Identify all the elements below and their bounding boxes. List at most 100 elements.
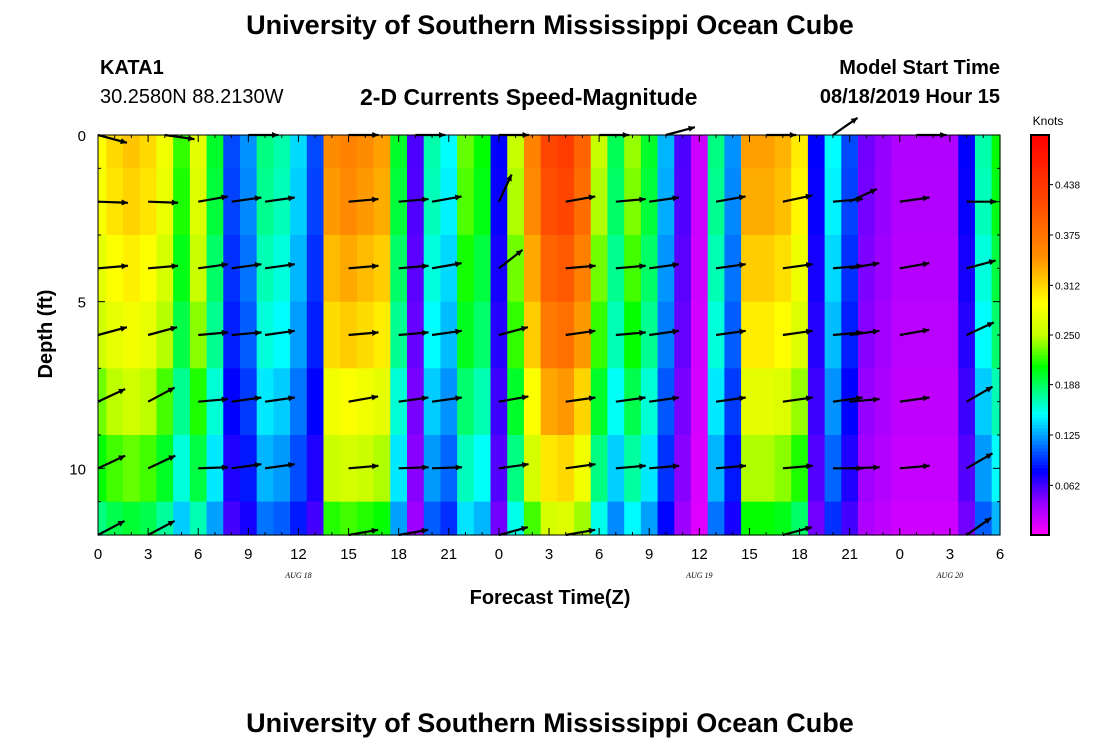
- heatmap-cell: [941, 435, 959, 503]
- current-arrow: [398, 527, 429, 537]
- colorbar-swatch: [1031, 228, 1049, 233]
- heatmap-cell: [624, 435, 642, 503]
- x-tick-label: 3: [144, 546, 152, 563]
- heatmap-cell: [490, 135, 508, 169]
- heatmap-cell: [123, 435, 141, 503]
- heatmap-cell: [707, 501, 725, 536]
- heatmap-cell: [440, 501, 458, 536]
- heatmap-cell: [473, 435, 492, 503]
- heatmap-cell: [306, 168, 325, 236]
- current-arrow: [348, 463, 379, 470]
- x-tick-label: 3: [545, 546, 553, 563]
- heatmap-cell: [958, 135, 976, 169]
- current-arrow: [899, 463, 930, 470]
- current-arrow: [832, 116, 859, 136]
- heatmap-cell: [858, 168, 876, 236]
- x-axis-label: Forecast Time(Z): [470, 587, 631, 609]
- heatmap-cell: [874, 168, 893, 236]
- current-arrow: [231, 195, 262, 203]
- heatmap-cell: [858, 368, 876, 436]
- current-arrow: [966, 198, 997, 205]
- heatmap-cell: [974, 301, 993, 369]
- heatmap-cell: [540, 168, 558, 236]
- heatmap-cell: [139, 135, 158, 169]
- heatmap-cell: [791, 501, 809, 536]
- colorbar-swatch: [1031, 341, 1049, 346]
- colorbar-swatch: [1031, 455, 1049, 459]
- heatmap-cell: [457, 135, 475, 169]
- heatmap-cell: [407, 501, 425, 536]
- heatmap-cell: [674, 235, 692, 303]
- current-arrow: [431, 261, 462, 270]
- heatmap-cell: [206, 168, 224, 236]
- current-arrow: [231, 462, 262, 470]
- current-arrow: [615, 329, 646, 337]
- colorbar-tick-label: 0.375: [1055, 231, 1080, 242]
- heatmap-cell: [590, 135, 609, 169]
- heatmap-cell: [924, 168, 943, 236]
- heatmap-cell: [523, 135, 542, 169]
- heatmap-cell: [306, 435, 325, 503]
- colorbar-swatch: [1031, 311, 1049, 316]
- heatmap-cell: [440, 168, 458, 236]
- colorbar-swatch: [1031, 175, 1049, 179]
- heatmap-cell: [106, 501, 124, 536]
- current-arrow: [498, 325, 529, 337]
- x-tick-label: 21: [841, 546, 858, 563]
- colorbar-swatch: [1031, 185, 1049, 189]
- heatmap-cell: [323, 301, 341, 369]
- current-arrow: [899, 327, 930, 337]
- heatmap-cell: [473, 301, 492, 369]
- colorbar-swatch: [1031, 395, 1049, 399]
- colorbar-swatch: [1031, 515, 1049, 519]
- x-tick-label: 18: [791, 546, 808, 563]
- model-start-label: Model Start Time: [839, 57, 1000, 79]
- current-arrow: [398, 395, 429, 403]
- x-axis: 0 3 6 9 12 15 18 21 0 3 6 9 12 15 18 21 0 3 6 AUG 18 AUG 19 A…: [94, 135, 1004, 580]
- heatmap-cell: [139, 501, 158, 536]
- heatmap-cell: [908, 135, 926, 169]
- heatmap-cell: [256, 135, 274, 169]
- colorbar-swatch: [1031, 321, 1049, 326]
- colorbar-swatch: [1031, 335, 1049, 339]
- heatmap-cell: [974, 435, 993, 503]
- heatmap-cell: [858, 301, 876, 369]
- heatmap-cell: [173, 501, 191, 536]
- heatmap-cell: [507, 501, 525, 536]
- heatmap-cell: [540, 235, 558, 303]
- heatmap-cell: [390, 135, 408, 169]
- heatmap-cell: [457, 501, 475, 536]
- heatmap-cell: [741, 368, 759, 436]
- heatmap-cell: [741, 135, 759, 169]
- colorbar-swatch: [1031, 315, 1049, 319]
- current-arrow: [148, 199, 179, 206]
- current-arrow: [715, 328, 746, 337]
- heatmap-cell: [457, 168, 475, 236]
- colorbar-swatch: [1031, 498, 1049, 503]
- heatmap-cell: [98, 501, 107, 536]
- heatmap-cell: [974, 368, 993, 436]
- heatmap-cell: [273, 135, 291, 169]
- colorbar-swatch: [1031, 191, 1049, 196]
- heatmap-cell: [290, 301, 308, 369]
- heatmap-cell: [239, 235, 258, 303]
- heatmap-cell: [791, 435, 809, 503]
- colorbar-swatch: [1031, 278, 1049, 283]
- colorbar-swatch: [1031, 468, 1049, 473]
- x-tick-label: 15: [340, 546, 357, 563]
- colorbar-swatch: [1031, 301, 1049, 306]
- heatmap-cells: [98, 135, 1001, 536]
- colorbar-swatch: [1031, 318, 1049, 323]
- current-arrow: [649, 463, 680, 470]
- heatmap-cell: [590, 235, 609, 303]
- heatmap-cell: [306, 501, 325, 536]
- heatmap-cell: [624, 235, 642, 303]
- heatmap-cell: [123, 301, 141, 369]
- model-start-value: 08/18/2019 Hour 15: [819, 86, 1000, 108]
- current-arrow: [97, 387, 126, 403]
- x-tick-label: 6: [194, 546, 202, 563]
- current-arrow: [348, 527, 379, 537]
- heatmap-cell: [356, 301, 375, 369]
- colorbar-swatch: [1031, 238, 1049, 243]
